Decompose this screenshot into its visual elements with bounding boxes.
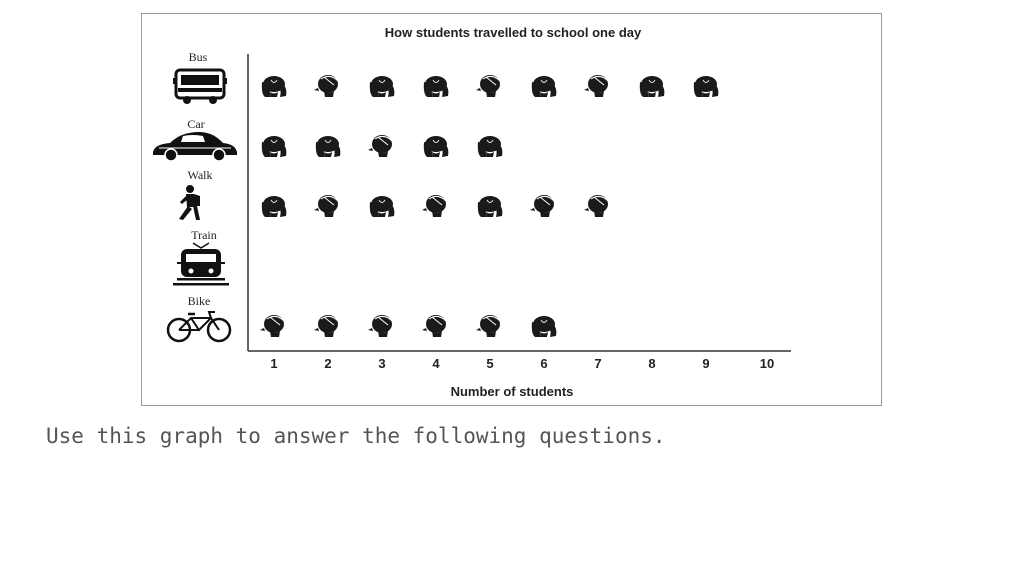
x-tick-label: 8 (648, 356, 655, 371)
student-symbol-girl (531, 75, 557, 98)
x-tick-label: 9 (702, 356, 709, 371)
student-symbol-girl (477, 135, 503, 158)
student-symbol-girl (423, 135, 449, 158)
student-symbol-boy (313, 194, 339, 218)
student-symbol-boy (313, 314, 339, 338)
student-symbol-girl (531, 315, 557, 338)
student-symbol-girl (261, 75, 287, 98)
student-symbol-girl (369, 195, 395, 218)
student-symbol-girl (261, 135, 287, 158)
category-labels: Bus Car Walk Train Bike (187, 50, 216, 308)
data-symbols (259, 74, 719, 338)
student-symbol-girl (261, 195, 287, 218)
student-symbol-boy (529, 194, 555, 218)
category-label-train: Train (191, 228, 217, 242)
student-symbol-boy (421, 314, 447, 338)
category-label-bus: Bus (189, 50, 208, 64)
x-tick-label: 6 (540, 356, 547, 371)
x-tick-label: 10 (760, 356, 774, 371)
car-icon (152, 131, 238, 162)
student-symbol-boy (259, 314, 285, 338)
pictograph-chart: How students travelled to school one day… (141, 13, 882, 406)
student-symbol-boy (583, 194, 609, 218)
bicycle-icon (166, 310, 232, 343)
chart-title: How students travelled to school one day (385, 25, 642, 40)
student-symbol-girl (693, 75, 719, 98)
x-tick-label: 3 (378, 356, 385, 371)
question-caption: Use this graph to answer the following q… (46, 424, 666, 448)
x-tick-label: 5 (486, 356, 493, 371)
x-axis-label: Number of students (451, 384, 574, 399)
train-icon (172, 242, 230, 287)
student-symbol-girl (477, 195, 503, 218)
student-symbol-girl (315, 135, 341, 158)
student-symbol-boy (583, 74, 609, 98)
x-tick-label: 4 (432, 356, 440, 371)
student-symbol-boy (421, 194, 447, 218)
student-symbol-boy (367, 134, 393, 158)
student-symbol-boy (475, 314, 501, 338)
student-symbol-girl (423, 75, 449, 98)
x-tick-label: 1 (270, 356, 277, 371)
category-label-walk: Walk (187, 168, 212, 182)
student-symbol-boy (367, 314, 393, 338)
category-label-bike: Bike (188, 294, 211, 308)
student-symbol-girl (639, 75, 665, 98)
bus-icon (171, 68, 229, 106)
category-label-car: Car (187, 117, 204, 131)
student-symbol-boy (475, 74, 501, 98)
student-symbol-girl (369, 75, 395, 98)
x-tick-label: 2 (324, 356, 331, 371)
chart-svg: How students travelled to school one day… (152, 25, 791, 399)
x-tick-label: 7 (594, 356, 601, 371)
x-tick-labels: 1 2 3 4 5 6 7 8 9 10 (270, 356, 774, 371)
walker-icon (179, 185, 200, 220)
student-symbol-boy (313, 74, 339, 98)
